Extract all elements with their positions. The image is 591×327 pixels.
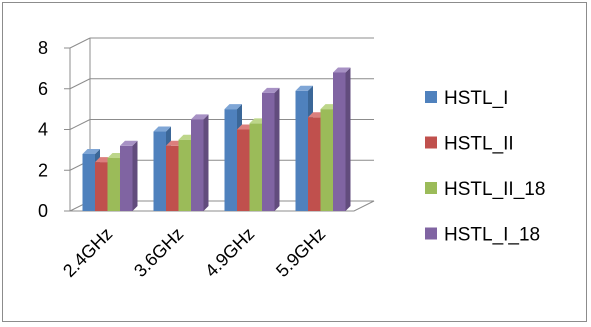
x-tick-label: 2.4GHz [59, 224, 116, 281]
y-tick-label: 4 [38, 120, 48, 140]
bar-front [178, 139, 191, 211]
bar-front [153, 131, 166, 211]
bar-top [82, 148, 100, 154]
bar-top [153, 126, 171, 132]
y-tick-label: 0 [38, 201, 48, 221]
legend-label: HSTL_I [444, 88, 508, 109]
bar-front [249, 123, 262, 211]
x-axis-ticks: 2.4GHz 3.6GHz 4.9GHz 5.9GHz [59, 224, 329, 281]
bar-front [237, 129, 250, 211]
x-tick-label: 4.9GHz [201, 224, 258, 281]
bar-side [274, 87, 280, 211]
bar-front [191, 119, 204, 211]
bar-side [132, 140, 138, 211]
gridline-side [69, 37, 91, 49]
bar-front [107, 158, 120, 211]
bar-top [224, 104, 242, 110]
legend-swatch [425, 227, 437, 240]
bar-front [308, 117, 321, 211]
gridline-side [69, 78, 91, 90]
y-tick-label: 2 [38, 160, 48, 180]
legend-entry: HSTL_II [425, 134, 514, 155]
bar-front [224, 109, 237, 211]
legend-swatch [425, 136, 437, 149]
bar-front [295, 90, 308, 211]
legend-swatch [425, 182, 437, 194]
bar [333, 67, 351, 211]
bar-top [333, 67, 351, 73]
bar-front [333, 72, 346, 211]
y-tick-label: 6 [38, 79, 48, 99]
x-tick-label: 3.6GHz [130, 224, 187, 281]
legend-entry: HSTL_II_18 [425, 179, 545, 200]
y-axis-ticks: 0 2 4 6 8 [38, 38, 70, 221]
bar-front [95, 162, 108, 211]
legend-label: HSTL_II_18 [444, 179, 545, 200]
bar-front [166, 145, 179, 211]
bar-front [262, 92, 275, 211]
legend: HSTL_I HSTL_II HSTL_II_18 HSTL_I_18 [425, 88, 545, 246]
bar-front [320, 109, 333, 211]
x-tick-label: 5.9GHz [272, 224, 329, 281]
bar-top [262, 87, 280, 93]
legend-label: HSTL_II [444, 134, 514, 155]
bar-side [203, 114, 209, 211]
bar-front [120, 145, 133, 211]
bar [120, 140, 138, 211]
gridline-side [69, 119, 91, 130]
legend-entry: HSTL_I [425, 88, 508, 109]
bar-top [191, 114, 209, 120]
bar-front [82, 153, 95, 211]
bars [82, 67, 351, 211]
bar-top [295, 85, 313, 91]
y-tick-label: 8 [38, 38, 48, 58]
legend-swatch [425, 91, 437, 103]
legend-label: HSTL_I_18 [444, 225, 540, 246]
bar-top [120, 140, 138, 146]
legend-entry: HSTL_I_18 [425, 225, 540, 246]
bar [262, 87, 280, 211]
bar-side [345, 67, 351, 211]
bar [191, 114, 209, 211]
